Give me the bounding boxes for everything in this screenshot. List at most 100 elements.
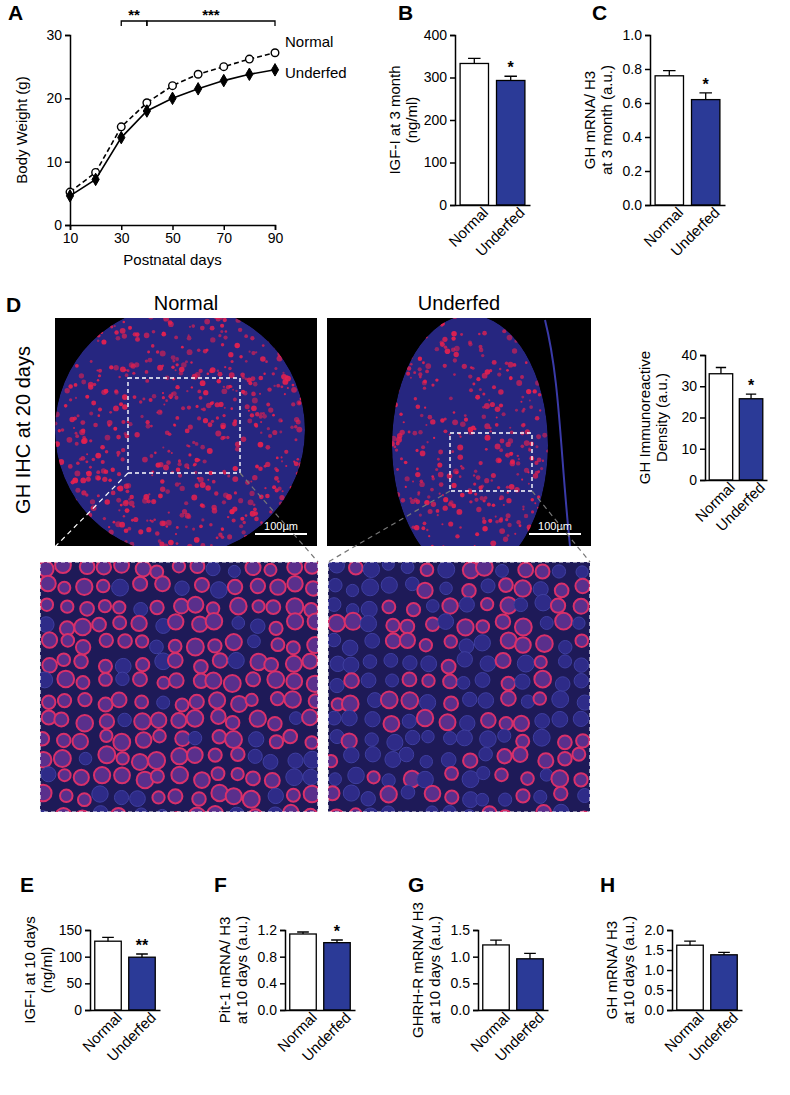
significance-label: *: [748, 377, 755, 394]
axis-line: [651, 205, 726, 207]
stain-dot: [234, 491, 237, 494]
tick: 1.0: [451, 949, 478, 965]
series-line: [70, 70, 275, 196]
cell: [40, 752, 51, 768]
cell: [92, 618, 106, 632]
stain-dot: [490, 402, 495, 407]
tick-mark: [645, 69, 650, 71]
cell: [99, 660, 112, 673]
stain-dot: [536, 369, 542, 375]
stain-dot: [443, 497, 448, 502]
stain-dot: [495, 444, 501, 450]
stain-dot: [210, 401, 214, 405]
stain-dot: [503, 504, 505, 506]
cell: [361, 792, 375, 806]
stain-dot: [127, 527, 131, 531]
stain-dot: [273, 543, 278, 546]
stain-dot: [421, 318, 424, 321]
tick-mark: [700, 386, 705, 388]
error-bar: [468, 58, 480, 63]
cell: [440, 714, 456, 730]
stain-dot: [542, 355, 547, 360]
cell: [76, 715, 93, 732]
stain-dot: [122, 333, 127, 338]
cell: [213, 653, 228, 668]
stain-dot: [534, 502, 536, 504]
cell: [384, 653, 398, 667]
cell: [343, 785, 359, 801]
stain-dot: [277, 351, 283, 357]
cell: [574, 773, 587, 786]
tick: 0.0: [645, 1002, 672, 1018]
cell: [228, 652, 244, 668]
tick: 0: [74, 1002, 90, 1018]
stain-dot: [519, 524, 522, 527]
stain-dot: [129, 542, 134, 546]
tissue-area: [55, 318, 305, 546]
stain-dot: [233, 419, 237, 423]
stain-dot: [239, 355, 243, 359]
cell: [342, 733, 357, 748]
stain-dot: [192, 374, 198, 380]
stain-dot: [481, 354, 484, 357]
stain-dot: [265, 494, 270, 499]
stain-dot: [73, 427, 75, 429]
stain-dot: [146, 520, 148, 522]
stain-dot: [472, 382, 475, 385]
stain-dot: [403, 421, 405, 423]
stain-dot: [485, 448, 488, 451]
stain-dot: [210, 326, 215, 331]
tick-mark: [280, 983, 285, 985]
stain-dot: [142, 498, 148, 504]
cell: [308, 613, 318, 629]
cell: [555, 584, 569, 598]
cell: [264, 564, 276, 576]
cell: [169, 673, 183, 687]
stain-dot: [453, 358, 457, 362]
cell: [117, 752, 129, 764]
cell: [288, 753, 303, 768]
stain-dot: [168, 432, 172, 436]
tick-label: 0.4: [623, 129, 643, 145]
stain-dot: [499, 368, 502, 371]
stain-dot: [97, 379, 99, 381]
stain-dot: [267, 427, 270, 430]
series-label: Underfed: [285, 64, 347, 81]
stain-dot: [100, 536, 104, 540]
stain-dot: [397, 534, 402, 539]
stain-dot: [412, 481, 414, 483]
stain-dot: [178, 459, 181, 462]
stain-dot: [213, 318, 218, 319]
stain-dot: [469, 500, 472, 503]
cell: [558, 655, 571, 668]
stain-dot: [80, 478, 86, 484]
axis: NormalUnderfed: [274, 1009, 356, 1065]
stain-dot: [546, 450, 549, 453]
stain-dot: [124, 484, 129, 489]
stain-dot: [529, 405, 533, 409]
stain-dot: [86, 325, 91, 330]
cell: [365, 633, 380, 648]
cell: [498, 729, 511, 742]
stain-dot: [469, 388, 473, 392]
stain-dot: [89, 466, 92, 469]
cell: [206, 562, 220, 576]
stain-dot: [101, 460, 105, 464]
cell: [243, 791, 260, 808]
stain-dot: [524, 468, 529, 473]
stain-dot: [476, 377, 480, 381]
stain-dot: [163, 318, 169, 322]
stain-dot: [296, 492, 301, 497]
stain-dot: [145, 420, 149, 424]
cell: [365, 712, 380, 727]
stain-dot: [163, 465, 169, 471]
cell: [287, 613, 303, 629]
tick-mark: [450, 205, 455, 207]
tick-mark: [280, 956, 285, 958]
stain-dot: [533, 473, 538, 478]
stain-dot: [436, 509, 440, 513]
cell: [463, 753, 477, 767]
stain-dot: [152, 394, 157, 399]
stain-dot: [212, 480, 216, 484]
cell: [417, 710, 433, 726]
